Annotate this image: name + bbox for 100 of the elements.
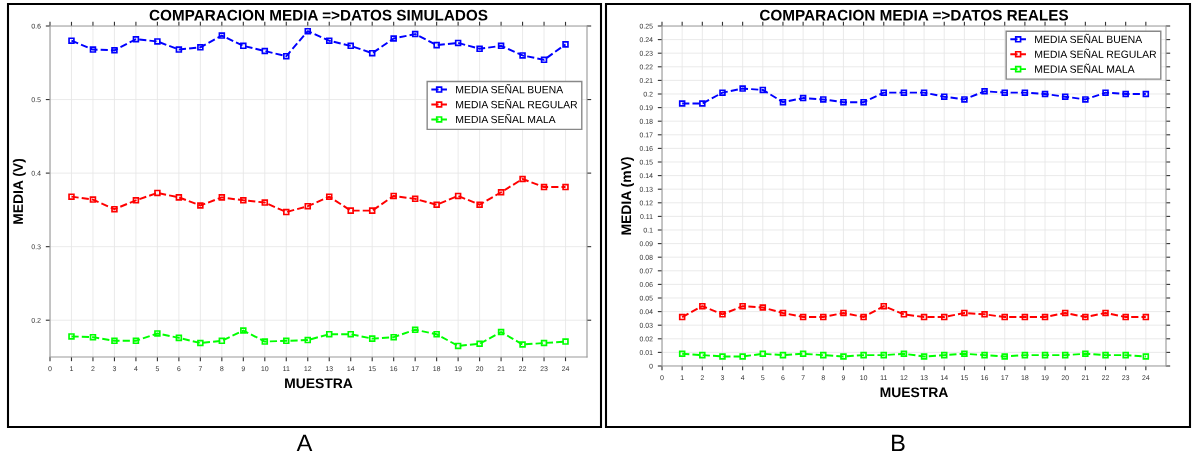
point: [347, 207, 354, 214]
point: [218, 337, 226, 345]
point: [1082, 96, 1089, 103]
point: [476, 45, 483, 53]
point: [1061, 351, 1069, 359]
point: [678, 100, 686, 107]
point: [154, 330, 161, 337]
point: [132, 35, 140, 43]
point: [981, 88, 988, 95]
point: [540, 56, 548, 64]
point: [89, 46, 97, 53]
text: A: [296, 434, 313, 452]
point: [89, 196, 97, 203]
point: [1142, 90, 1150, 98]
point: [454, 39, 462, 47]
point: [175, 194, 183, 201]
point: [497, 42, 505, 50]
point: [739, 353, 746, 360]
point: [304, 27, 312, 35]
point: [1102, 89, 1109, 96]
point: [779, 351, 787, 359]
point: [961, 350, 968, 358]
legend-label: MEDIA SEÑAL REGULAR: [456, 98, 578, 109]
point: [900, 89, 908, 96]
point: [261, 338, 269, 345]
line-series: [68, 27, 569, 64]
point: [779, 309, 787, 317]
point: [920, 353, 928, 360]
point: [240, 327, 247, 334]
point: [1061, 93, 1069, 100]
point: [411, 326, 419, 334]
point: [368, 207, 376, 214]
point: [1102, 351, 1109, 359]
point: [519, 341, 526, 348]
point: [920, 89, 928, 96]
point: [197, 44, 204, 51]
point: [940, 351, 948, 359]
point: [175, 334, 183, 342]
point: [175, 46, 183, 53]
point: [154, 189, 161, 197]
point: [840, 98, 847, 106]
point: [1001, 89, 1008, 96]
point: [68, 37, 75, 44]
point: [283, 208, 290, 216]
point: [1061, 309, 1069, 317]
point: [880, 351, 888, 359]
legend-label: MEDIA SEÑAL MALA: [1035, 63, 1135, 73]
point: [880, 89, 888, 96]
point: [476, 340, 483, 348]
point: [325, 330, 333, 338]
point: [325, 193, 333, 200]
y-axis-title: MEDIA (mV): [620, 157, 634, 235]
point: [197, 339, 204, 347]
point: [1082, 313, 1089, 321]
point: [1041, 90, 1049, 98]
point: [920, 313, 928, 321]
point: [454, 192, 462, 200]
point: [540, 183, 548, 191]
point: [540, 339, 548, 347]
point: [304, 336, 312, 344]
line-series: [68, 175, 569, 216]
chart-title: COMPARACION MEDIA =>DATOS SIMULADOS: [149, 9, 488, 21]
point: [961, 309, 968, 317]
point: [719, 89, 726, 96]
point: [562, 338, 569, 345]
point: [759, 304, 767, 311]
point: [1001, 353, 1008, 360]
point: [411, 30, 419, 38]
point: [1001, 313, 1008, 321]
point: [390, 35, 397, 42]
point: [940, 313, 948, 321]
point: [368, 335, 376, 342]
point: [347, 330, 354, 338]
point: [347, 42, 354, 50]
point: [820, 96, 827, 103]
point: [860, 98, 867, 106]
point: [678, 313, 686, 321]
point: [739, 302, 746, 310]
point: [283, 337, 290, 345]
point: [111, 337, 118, 345]
point: [454, 342, 462, 350]
point: [497, 328, 505, 336]
y-axis-title: MEDIA (V): [12, 158, 26, 224]
point: [820, 313, 827, 321]
point: [89, 333, 97, 341]
point: [283, 52, 290, 60]
point: [739, 85, 746, 92]
x-axis-title: MUESTRA: [285, 378, 353, 389]
point: [562, 41, 569, 48]
point: [240, 42, 247, 50]
point: [961, 96, 968, 103]
point: [68, 333, 75, 340]
point: [699, 351, 706, 359]
point: [840, 309, 847, 317]
point: [68, 193, 75, 200]
point: [197, 202, 204, 209]
point: [880, 302, 888, 310]
point: [476, 201, 483, 209]
point: [111, 47, 118, 54]
point: [304, 202, 312, 210]
